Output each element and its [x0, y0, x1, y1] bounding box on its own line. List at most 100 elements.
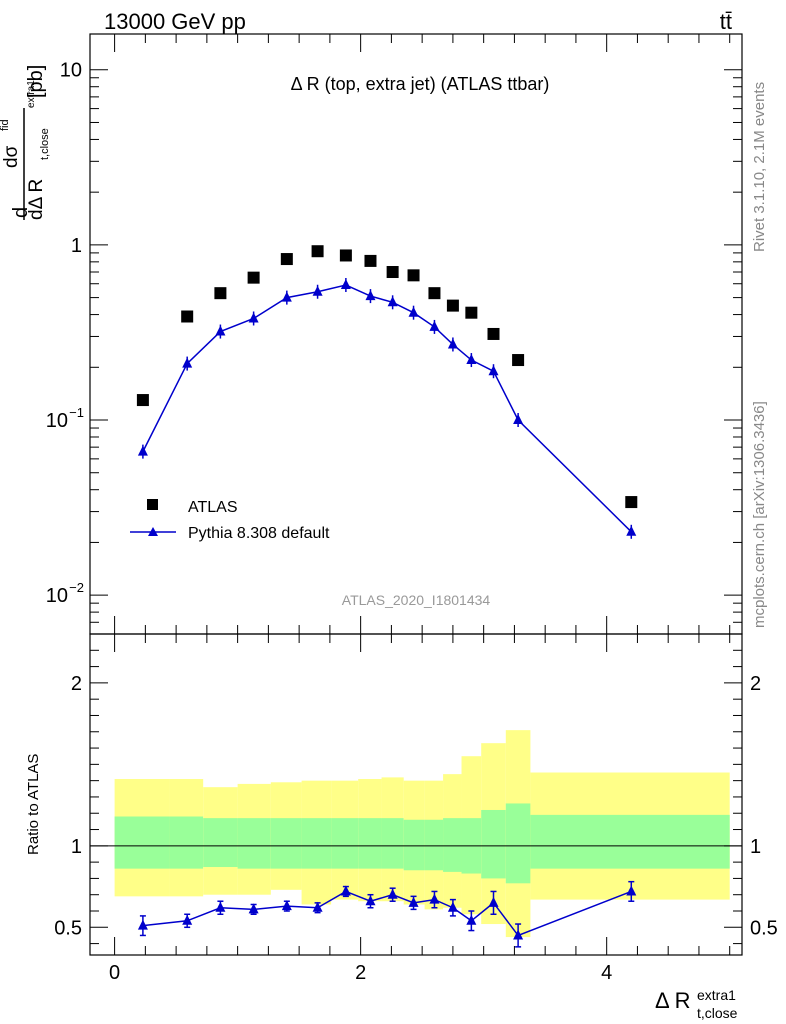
ratio-point — [215, 901, 226, 912]
band-inner-bin — [381, 818, 404, 869]
ratio-point — [513, 929, 524, 940]
band-inner-bin — [481, 809, 506, 879]
atlas-point — [625, 496, 638, 509]
atlas-point — [247, 271, 260, 284]
x-tick-label: 2 — [355, 962, 366, 984]
y-tick-label: 10 — [60, 60, 82, 82]
ratio-point — [387, 888, 398, 899]
y-label-denominator-sup: extra1 — [26, 80, 37, 108]
ratio-line — [142, 890, 632, 937]
pythia-point — [429, 320, 440, 331]
pythia-point — [312, 285, 323, 296]
y-label-denominator: dΔ R — [26, 179, 47, 220]
ratio-frame — [89, 633, 743, 956]
y-label-sigma-sup: fid — [0, 119, 11, 131]
y-label-unit: [pb] — [25, 65, 47, 98]
y-tick-label: 1 — [71, 235, 82, 257]
rivet-label: Rivet 3.1.10, 2.1M events — [751, 82, 768, 252]
pythia-point — [387, 296, 398, 307]
pythia-point — [215, 325, 226, 336]
band-inner-bin — [169, 816, 204, 869]
legend-pythia-marker — [148, 527, 158, 536]
atlas-point — [386, 266, 399, 279]
ratio-point — [466, 914, 477, 925]
band-inner-bin — [331, 818, 359, 869]
pythia-line — [142, 284, 632, 533]
band-inner-bin — [505, 803, 531, 884]
band-inner-bin — [403, 819, 425, 871]
atlas-point — [465, 306, 478, 319]
main-frame — [89, 33, 743, 635]
pythia-point — [513, 414, 524, 425]
process-label: tt̄ — [720, 9, 732, 34]
ratio-point — [182, 914, 193, 925]
ratio-bands-layer — [114, 730, 730, 938]
pythia-point — [248, 312, 259, 323]
ratio-point — [137, 919, 148, 930]
y-label-sigma: dσ — [1, 145, 22, 168]
pythia-point — [488, 365, 499, 376]
band-inner-bin — [301, 818, 332, 869]
ratio-y-tick-label: 1 — [71, 836, 82, 858]
y-tick-label: 10 — [46, 410, 68, 432]
analysis-tag: ATLAS_2020_I1801434 — [342, 592, 491, 608]
x-axis-label: Δ R extra1 t,close — [655, 987, 738, 1021]
pythia-point — [365, 290, 376, 301]
plot-title: Δ R (top, extra jet) (ATLAS ttbar) — [291, 74, 550, 94]
pythia-point — [137, 445, 148, 456]
ratio-point — [340, 885, 351, 896]
ratio-axes: 0.5 0.5 1 1 2 2 0 2 4 — [54, 633, 778, 984]
atlas-point — [487, 327, 500, 340]
y-label-d: d — [10, 207, 32, 218]
band-inner-bin — [443, 818, 462, 872]
atlas-point — [512, 354, 525, 367]
ratio-series-layer — [137, 880, 637, 948]
atlas-point — [364, 254, 377, 267]
ratio-point — [488, 896, 499, 907]
energy-label: 13000 GeV pp — [104, 9, 246, 34]
ratio-point — [365, 895, 376, 906]
atlas-point — [446, 299, 459, 312]
x-tick-label: 0 — [109, 962, 120, 984]
atlas-point — [311, 245, 324, 258]
atlas-point — [280, 253, 293, 266]
ratio-y-tick-label: 2 — [71, 673, 82, 695]
y-tick-label-exponent: −1 — [69, 405, 84, 420]
atlas-point — [407, 269, 420, 282]
band-inner-bin — [114, 816, 170, 869]
atlas-point — [136, 394, 149, 407]
pythia-point — [408, 306, 419, 317]
legend: ATLAS Pythia 8.308 default — [130, 499, 330, 542]
ratio-y-tick-label-right: 0.5 — [750, 917, 778, 939]
band-inner-bin — [358, 818, 382, 869]
y-label-denominator-sub: t,close — [39, 128, 51, 160]
atlas-point — [181, 310, 194, 323]
ratio-y-tick-label: 0.5 — [54, 917, 82, 939]
atlas-point — [214, 287, 227, 300]
ratio-point — [447, 901, 458, 912]
pythia-point — [466, 354, 477, 365]
y-tick-label-exponent: −2 — [69, 580, 84, 595]
ratio-point — [312, 901, 323, 912]
y-axis-label: d dσ fid dΔ R t,close extra1 [pb] — [0, 65, 51, 220]
ratio-point — [248, 903, 259, 914]
band-inner-bin — [237, 818, 271, 869]
atlas-point — [428, 287, 441, 300]
ratio-y-tick-label-right: 2 — [750, 673, 761, 695]
x-label-sub: t,close — [697, 1005, 738, 1021]
x-tick-label: 4 — [601, 962, 612, 984]
band-inner-bin — [530, 814, 730, 869]
y-tick-label: 10 — [46, 585, 68, 607]
pythia-point — [626, 525, 637, 536]
main-series-layer — [136, 245, 638, 539]
pythia-point — [182, 357, 193, 368]
legend-atlas-label: ATLAS — [188, 499, 238, 516]
x-label-sup: extra1 — [697, 987, 736, 1003]
pythia-point — [447, 338, 458, 349]
mcplots-label: mcplots.cern.ch [arXiv:1306.3436] — [751, 401, 768, 628]
pythia-point — [281, 291, 292, 302]
ratio-y-tick-label-right: 1 — [750, 836, 761, 858]
ratio-point — [281, 900, 292, 911]
